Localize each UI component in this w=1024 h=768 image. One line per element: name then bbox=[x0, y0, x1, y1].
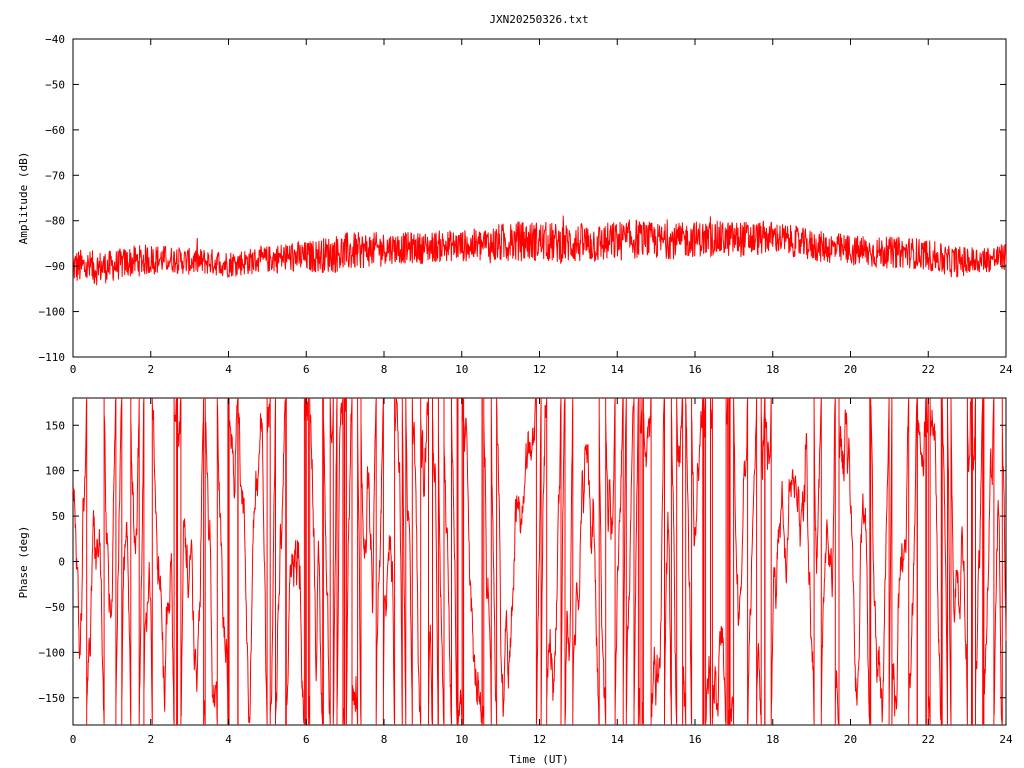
amplitude-plot-frame bbox=[72, 38, 1007, 358]
phase-x-tick-label: 16 bbox=[688, 733, 701, 746]
amplitude-y-tick-label: −60 bbox=[45, 124, 65, 137]
phase-x-tick-label: 12 bbox=[533, 733, 546, 746]
amplitude-y-tick-label: −90 bbox=[45, 260, 65, 273]
phase-x-tick-label: 24 bbox=[999, 733, 1013, 746]
amplitude-x-tick-label: 16 bbox=[688, 363, 701, 376]
amplitude-x-tick-label: 24 bbox=[999, 363, 1013, 376]
phase-x-tick-label: 14 bbox=[611, 733, 625, 746]
phase-y-tick-label: 100 bbox=[45, 465, 65, 478]
phase-x-tick-label: 22 bbox=[922, 733, 935, 746]
amplitude-x-tick-label: 20 bbox=[844, 363, 857, 376]
amplitude-x-tick-label: 0 bbox=[70, 363, 77, 376]
amplitude-x-tick-label: 14 bbox=[611, 363, 625, 376]
phase-series-line bbox=[72, 396, 1007, 727]
amplitude-series bbox=[72, 215, 1007, 286]
phase-y-tick-label: 150 bbox=[45, 419, 65, 432]
phase-y-ticks: 150 100 50 0 −50 −100 −150 bbox=[39, 419, 1006, 705]
amplitude-y-tick-label: −70 bbox=[45, 169, 65, 182]
amplitude-x-tick-label: 12 bbox=[533, 363, 546, 376]
amplitude-x-tick-label: 6 bbox=[303, 363, 310, 376]
amplitude-y-axis-label: Amplitude (dB) bbox=[17, 152, 30, 245]
amplitude-panel: −40−50−60−70−80−90−100−110 0 2 4 6 8 10 12 14 16… bbox=[17, 33, 1013, 376]
amplitude-x-tick-label: 8 bbox=[381, 363, 388, 376]
amplitude-y-tick-label: −110 bbox=[39, 351, 66, 364]
amplitude-x-tick-label: 10 bbox=[455, 363, 468, 376]
phase-x-tick-label: 2 bbox=[147, 733, 154, 746]
phase-y-tick-label: 0 bbox=[58, 556, 65, 569]
phase-x-tick-label: 4 bbox=[225, 733, 232, 746]
phase-x-tick-label: 8 bbox=[381, 733, 388, 746]
amplitude-y-tick-label: −40 bbox=[45, 33, 65, 46]
phase-x-ticks: 0 2 4 6 8 10 12 14 16 18 20 22 24 bbox=[70, 398, 1013, 746]
phase-x-tick-label: 0 bbox=[70, 733, 77, 746]
amplitude-x-tick-label: 4 bbox=[225, 363, 232, 376]
phase-y-axis-label: Phase (deg) bbox=[17, 526, 30, 599]
phase-y-tick-label: −50 bbox=[45, 601, 65, 614]
amplitude-x-tick-label: 22 bbox=[922, 363, 935, 376]
amplitude-y-ticks: −40 −50 −60 −70 −80 −90 −100 −110 bbox=[39, 33, 1006, 364]
amplitude-x-ticks: 0 2 4 6 8 10 12 14 16 18 20 22 24 bbox=[70, 39, 1013, 376]
phase-x-tick-label: 18 bbox=[766, 733, 779, 746]
phase-y-tick-label: −150 bbox=[39, 692, 66, 705]
phase-x-axis-label: Time (UT) bbox=[509, 753, 569, 766]
phase-series bbox=[72, 396, 1007, 727]
phase-x-tick-label: 10 bbox=[455, 733, 468, 746]
phase-y-tick-label: 50 bbox=[52, 510, 65, 523]
amplitude-y-tick-label: −80 bbox=[45, 215, 65, 228]
phase-y-tick-label: −100 bbox=[39, 646, 66, 659]
phase-x-tick-label: 20 bbox=[844, 733, 857, 746]
phase-x-tick-label: 6 bbox=[303, 733, 310, 746]
chart-title: JXN20250326.txt bbox=[489, 13, 588, 26]
amplitude-y-tick-label: −50 bbox=[45, 78, 65, 91]
amplitude-y-tick-label: −100 bbox=[39, 306, 66, 319]
amplitude-x-tick-label: 18 bbox=[766, 363, 779, 376]
amplitude-x-tick-label: 2 bbox=[147, 363, 154, 376]
amplitude-series-line bbox=[72, 215, 1007, 286]
